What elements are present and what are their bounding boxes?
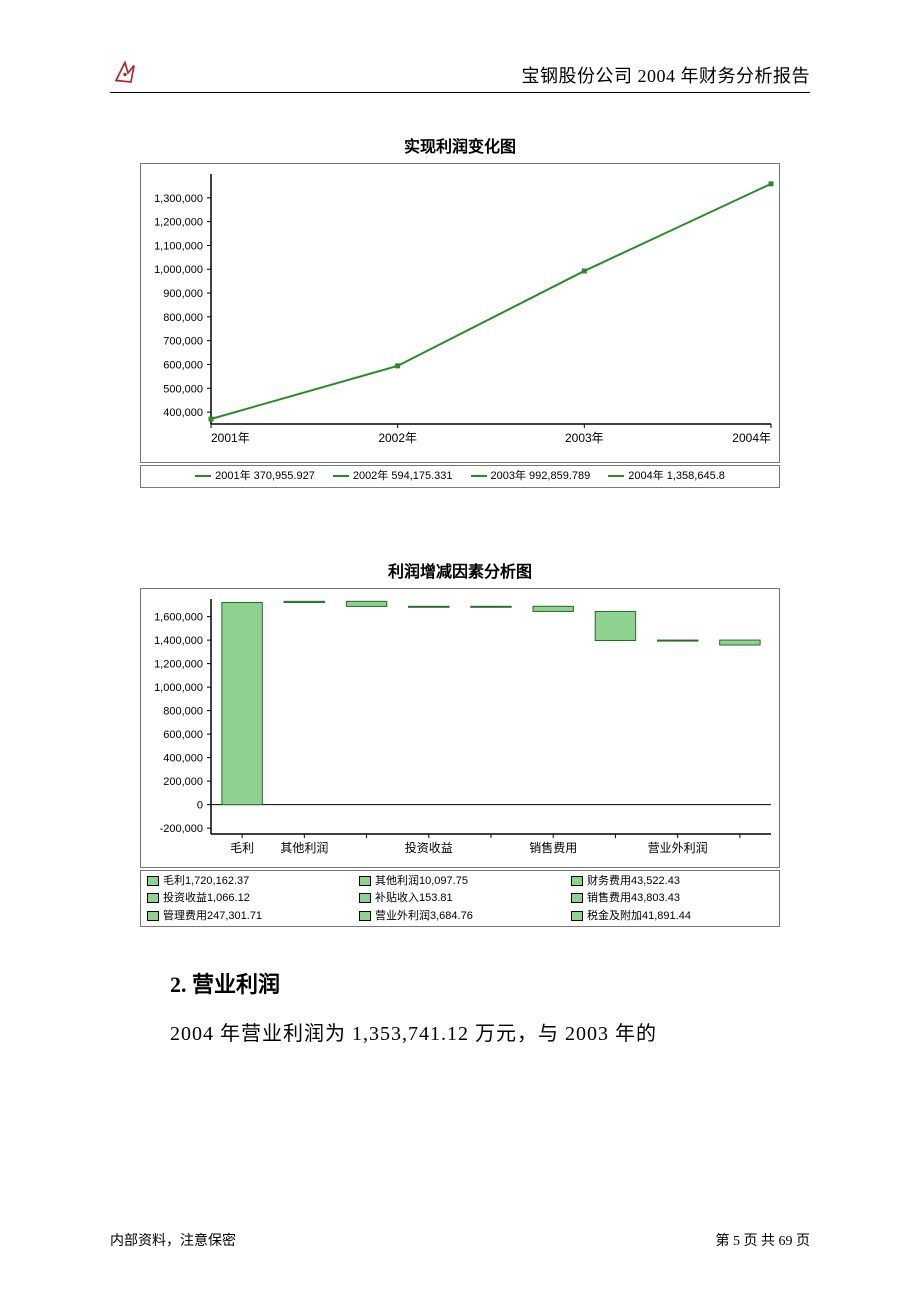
profit-change-chart-wrap: 实现利润变化图 400,000 500,000 600,000 700,000 800,… [140, 133, 780, 488]
section-heading: 2. 营业利润 [170, 967, 810, 999]
svg-text:营业外利润: 营业外利润 [648, 841, 708, 855]
svg-text:500,000: 500,000 [163, 383, 203, 395]
svg-text:2001年: 2001年 [211, 431, 250, 445]
chart2-title: 利润增减因素分析图 [140, 558, 780, 582]
svg-text:900,000: 900,000 [163, 288, 203, 300]
svg-text:毛利: 毛利 [230, 841, 254, 855]
legend-label: 2001年 370,955.927 [215, 468, 315, 485]
svg-text:600,000: 600,000 [163, 359, 203, 371]
legend-box-swatch-icon [147, 876, 159, 886]
svg-text:800,000: 800,000 [163, 312, 203, 324]
legend-box-swatch-icon [359, 893, 371, 903]
footer-confidential: 内部资料，注意保密 [110, 1230, 236, 1250]
section-body-text: 2004 年营业利润为 1,353,741.12 万元，与 2003 年的 [170, 1015, 810, 1053]
chart2-plot: -200,000 0 200,000 400,000 600,000 800,000 1,0… [140, 588, 780, 868]
legend-box-swatch-icon [571, 876, 583, 886]
svg-text:2003年: 2003年 [565, 431, 604, 445]
svg-text:400,000: 400,000 [163, 407, 203, 419]
svg-text:1,000,000: 1,000,000 [154, 682, 203, 694]
chart1-legend: 2001年 370,955.927 2002年 594,175.331 2003年 … [140, 465, 780, 488]
legend-label: 销售费用43,803.43 [587, 890, 680, 907]
chart1-legend-item: 2002年 594,175.331 [333, 468, 453, 485]
company-logo-icon [110, 58, 140, 88]
svg-text:1,600,000: 1,600,000 [154, 611, 203, 623]
chart2-legend-item: 毛利1,720,162.37 [147, 873, 349, 890]
svg-text:1,400,000: 1,400,000 [154, 635, 203, 647]
legend-line-swatch-icon [195, 475, 211, 477]
legend-label: 管理费用247,301.71 [163, 908, 262, 925]
chart2-legend: 毛利1,720,162.37 其他利润10,097.75 财务费用43,522.43… [140, 870, 780, 928]
chart1-title: 实现利润变化图 [140, 133, 780, 157]
svg-text:1,000,000: 1,000,000 [154, 264, 203, 276]
legend-label: 2003年 992,859.789 [491, 468, 591, 485]
chart1-legend-item: 2004年 1,358,645.8 [608, 468, 725, 485]
svg-text:2004年: 2004年 [732, 431, 771, 445]
chart1-legend-item: 2003年 992,859.789 [471, 468, 591, 485]
chart1-legend-item: 2001年 370,955.927 [195, 468, 315, 485]
chart2-legend-item: 财务费用43,522.43 [571, 873, 773, 890]
svg-text:2002年: 2002年 [378, 431, 417, 445]
page-footer: 内部资料，注意保密 第 5 页 共 69 页 [110, 1230, 810, 1250]
legend-box-swatch-icon [359, 876, 371, 886]
svg-text:800,000: 800,000 [163, 705, 203, 717]
legend-box-swatch-icon [147, 911, 159, 921]
chart1-plot: 400,000 500,000 600,000 700,000 800,000 900,0… [140, 163, 780, 463]
legend-label: 毛利1,720,162.37 [163, 873, 249, 890]
legend-label: 营业外利润3,684.76 [375, 908, 473, 925]
chart2-legend-item: 补贴收入153.81 [359, 890, 561, 907]
chart2-svg: -200,000 0 200,000 400,000 600,000 800,000 1,0… [141, 589, 781, 869]
legend-box-swatch-icon [571, 893, 583, 903]
legend-box-swatch-icon [147, 893, 159, 903]
svg-text:-200,000: -200,000 [160, 823, 203, 835]
legend-label: 税金及附加41,891.44 [587, 908, 691, 925]
chart2-legend-item: 其他利润10,097.75 [359, 873, 561, 890]
legend-box-swatch-icon [359, 911, 371, 921]
svg-text:1,100,000: 1,100,000 [154, 240, 203, 252]
legend-label: 其他利润10,097.75 [375, 873, 468, 890]
chart2-legend-item: 税金及附加41,891.44 [571, 908, 773, 925]
legend-line-swatch-icon [333, 475, 349, 477]
chart1-svg: 400,000 500,000 600,000 700,000 800,000 900,0… [141, 164, 781, 464]
page: 宝钢股份公司 2004 年财务分析报告 实现利润变化图 400,000 500,0… [0, 0, 920, 1302]
legend-label: 财务费用43,522.43 [587, 873, 680, 890]
svg-text:1,300,000: 1,300,000 [154, 193, 203, 205]
svg-text:0: 0 [197, 799, 203, 811]
header-title: 宝钢股份公司 2004 年财务分析报告 [522, 62, 811, 88]
footer-page-number: 第 5 页 共 69 页 [716, 1230, 811, 1250]
svg-text:700,000: 700,000 [163, 336, 203, 348]
page-header: 宝钢股份公司 2004 年财务分析报告 [110, 58, 810, 93]
svg-text:销售费用: 销售费用 [529, 840, 577, 855]
svg-text:1,200,000: 1,200,000 [154, 658, 203, 670]
svg-text:600,000: 600,000 [163, 729, 203, 741]
legend-box-swatch-icon [571, 911, 583, 921]
legend-line-swatch-icon [471, 475, 487, 477]
legend-label: 2002年 594,175.331 [353, 468, 453, 485]
chart2-legend-item: 投资收益1,066.12 [147, 890, 349, 907]
legend-label: 补贴收入153.81 [375, 890, 453, 907]
svg-text:投资收益: 投资收益 [405, 840, 453, 855]
chart2-legend-item: 管理费用247,301.71 [147, 908, 349, 925]
legend-label: 投资收益1,066.12 [163, 890, 250, 907]
legend-label: 2004年 1,358,645.8 [628, 468, 725, 485]
svg-text:400,000: 400,000 [163, 752, 203, 764]
legend-line-swatch-icon [608, 475, 624, 477]
chart2-legend-item: 销售费用43,803.43 [571, 890, 773, 907]
svg-text:其他利润: 其他利润 [280, 841, 328, 855]
chart2-legend-item: 营业外利润3,684.76 [359, 908, 561, 925]
profit-factor-chart-wrap: 利润增减因素分析图 -200,000 0 200,000 400,000 600,000… [140, 558, 780, 928]
svg-text:1,200,000: 1,200,000 [154, 217, 203, 229]
svg-text:200,000: 200,000 [163, 776, 203, 788]
